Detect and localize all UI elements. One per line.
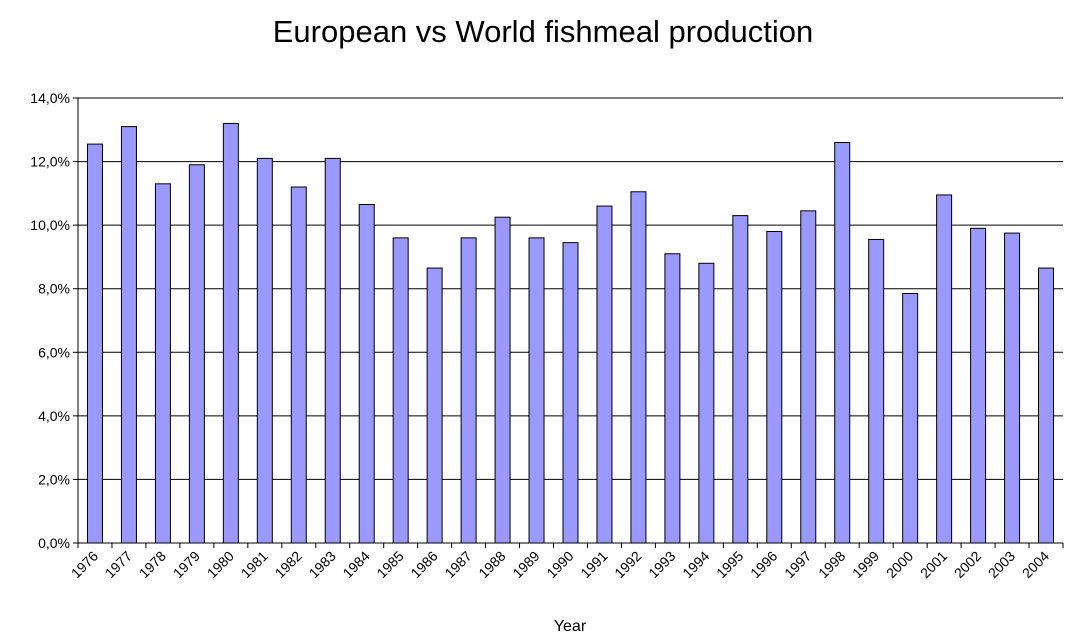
bar [426,267,443,544]
bar [834,142,851,544]
x-tick-label: 1996 [747,548,780,581]
bar [766,231,783,544]
bar [392,237,409,544]
x-tick-label: 1981 [238,548,271,581]
x-tick-label: 1998 [815,548,848,581]
x-tick-label: 1978 [136,548,169,581]
x-tick-label: 2003 [985,548,1018,581]
bar [562,242,579,544]
bar [732,215,749,544]
x-tick-label: 1993 [645,548,678,581]
x-tick-label: 1989 [509,548,542,581]
bar [936,194,953,544]
bar [188,164,205,544]
bar [1004,232,1021,544]
bar [528,237,545,544]
x-tick-label: 2001 [917,548,950,581]
x-tick-label: 1992 [611,548,644,581]
bar [494,216,511,544]
bar [460,237,477,544]
y-tick-label: 12,0% [30,154,70,170]
x-tick-label: 1990 [543,548,576,581]
x-tick-label: 1976 [68,548,101,581]
x-tick-label: 1997 [781,548,814,581]
bar [970,227,987,544]
x-tick-label: 1979 [170,548,203,581]
x-tick-label: 1995 [713,548,746,581]
x-tick-label: 1999 [849,548,882,581]
bar [358,203,375,544]
x-tick-label: 1983 [306,548,339,581]
bar [596,205,613,544]
y-tick-label: 10,0% [30,217,70,233]
bar [86,143,103,544]
bar [698,262,715,544]
bar [256,157,273,544]
x-tick-label: 1994 [679,548,712,581]
x-tick-label: 1982 [272,548,305,581]
y-tick-label: 4,0% [38,408,70,424]
bar [664,253,681,544]
bar [290,186,307,544]
y-tick-label: 8,0% [38,281,70,297]
y-tick-label: 6,0% [38,344,70,360]
x-tick-label: 2004 [1019,548,1052,581]
bar [902,292,919,544]
bar [1038,267,1055,544]
x-tick-label: 1977 [102,548,135,581]
x-tick-label: 1986 [407,548,440,581]
bar [154,183,171,544]
x-tick-label: 1985 [373,548,406,581]
x-tick-label: 2002 [951,548,984,581]
y-tick-label: 0,0% [38,535,70,551]
x-tick-label: 1991 [577,548,610,581]
x-tick-label: 1980 [204,548,237,581]
chart-title: European vs World fishmeal production [273,14,814,49]
bar [222,122,239,544]
bar [868,238,885,544]
bar [630,191,647,544]
x-tick-label: 1987 [441,548,474,581]
bar [800,210,817,544]
x-tick-label: 1984 [339,548,372,581]
bar [120,126,137,544]
x-axis-label: Year [554,618,587,633]
y-tick-label: 14,0% [30,90,70,106]
y-tick-label: 2,0% [38,471,70,487]
bar [324,157,341,544]
x-tick-label: 2000 [883,548,916,581]
x-tick-label: 1988 [475,548,508,581]
